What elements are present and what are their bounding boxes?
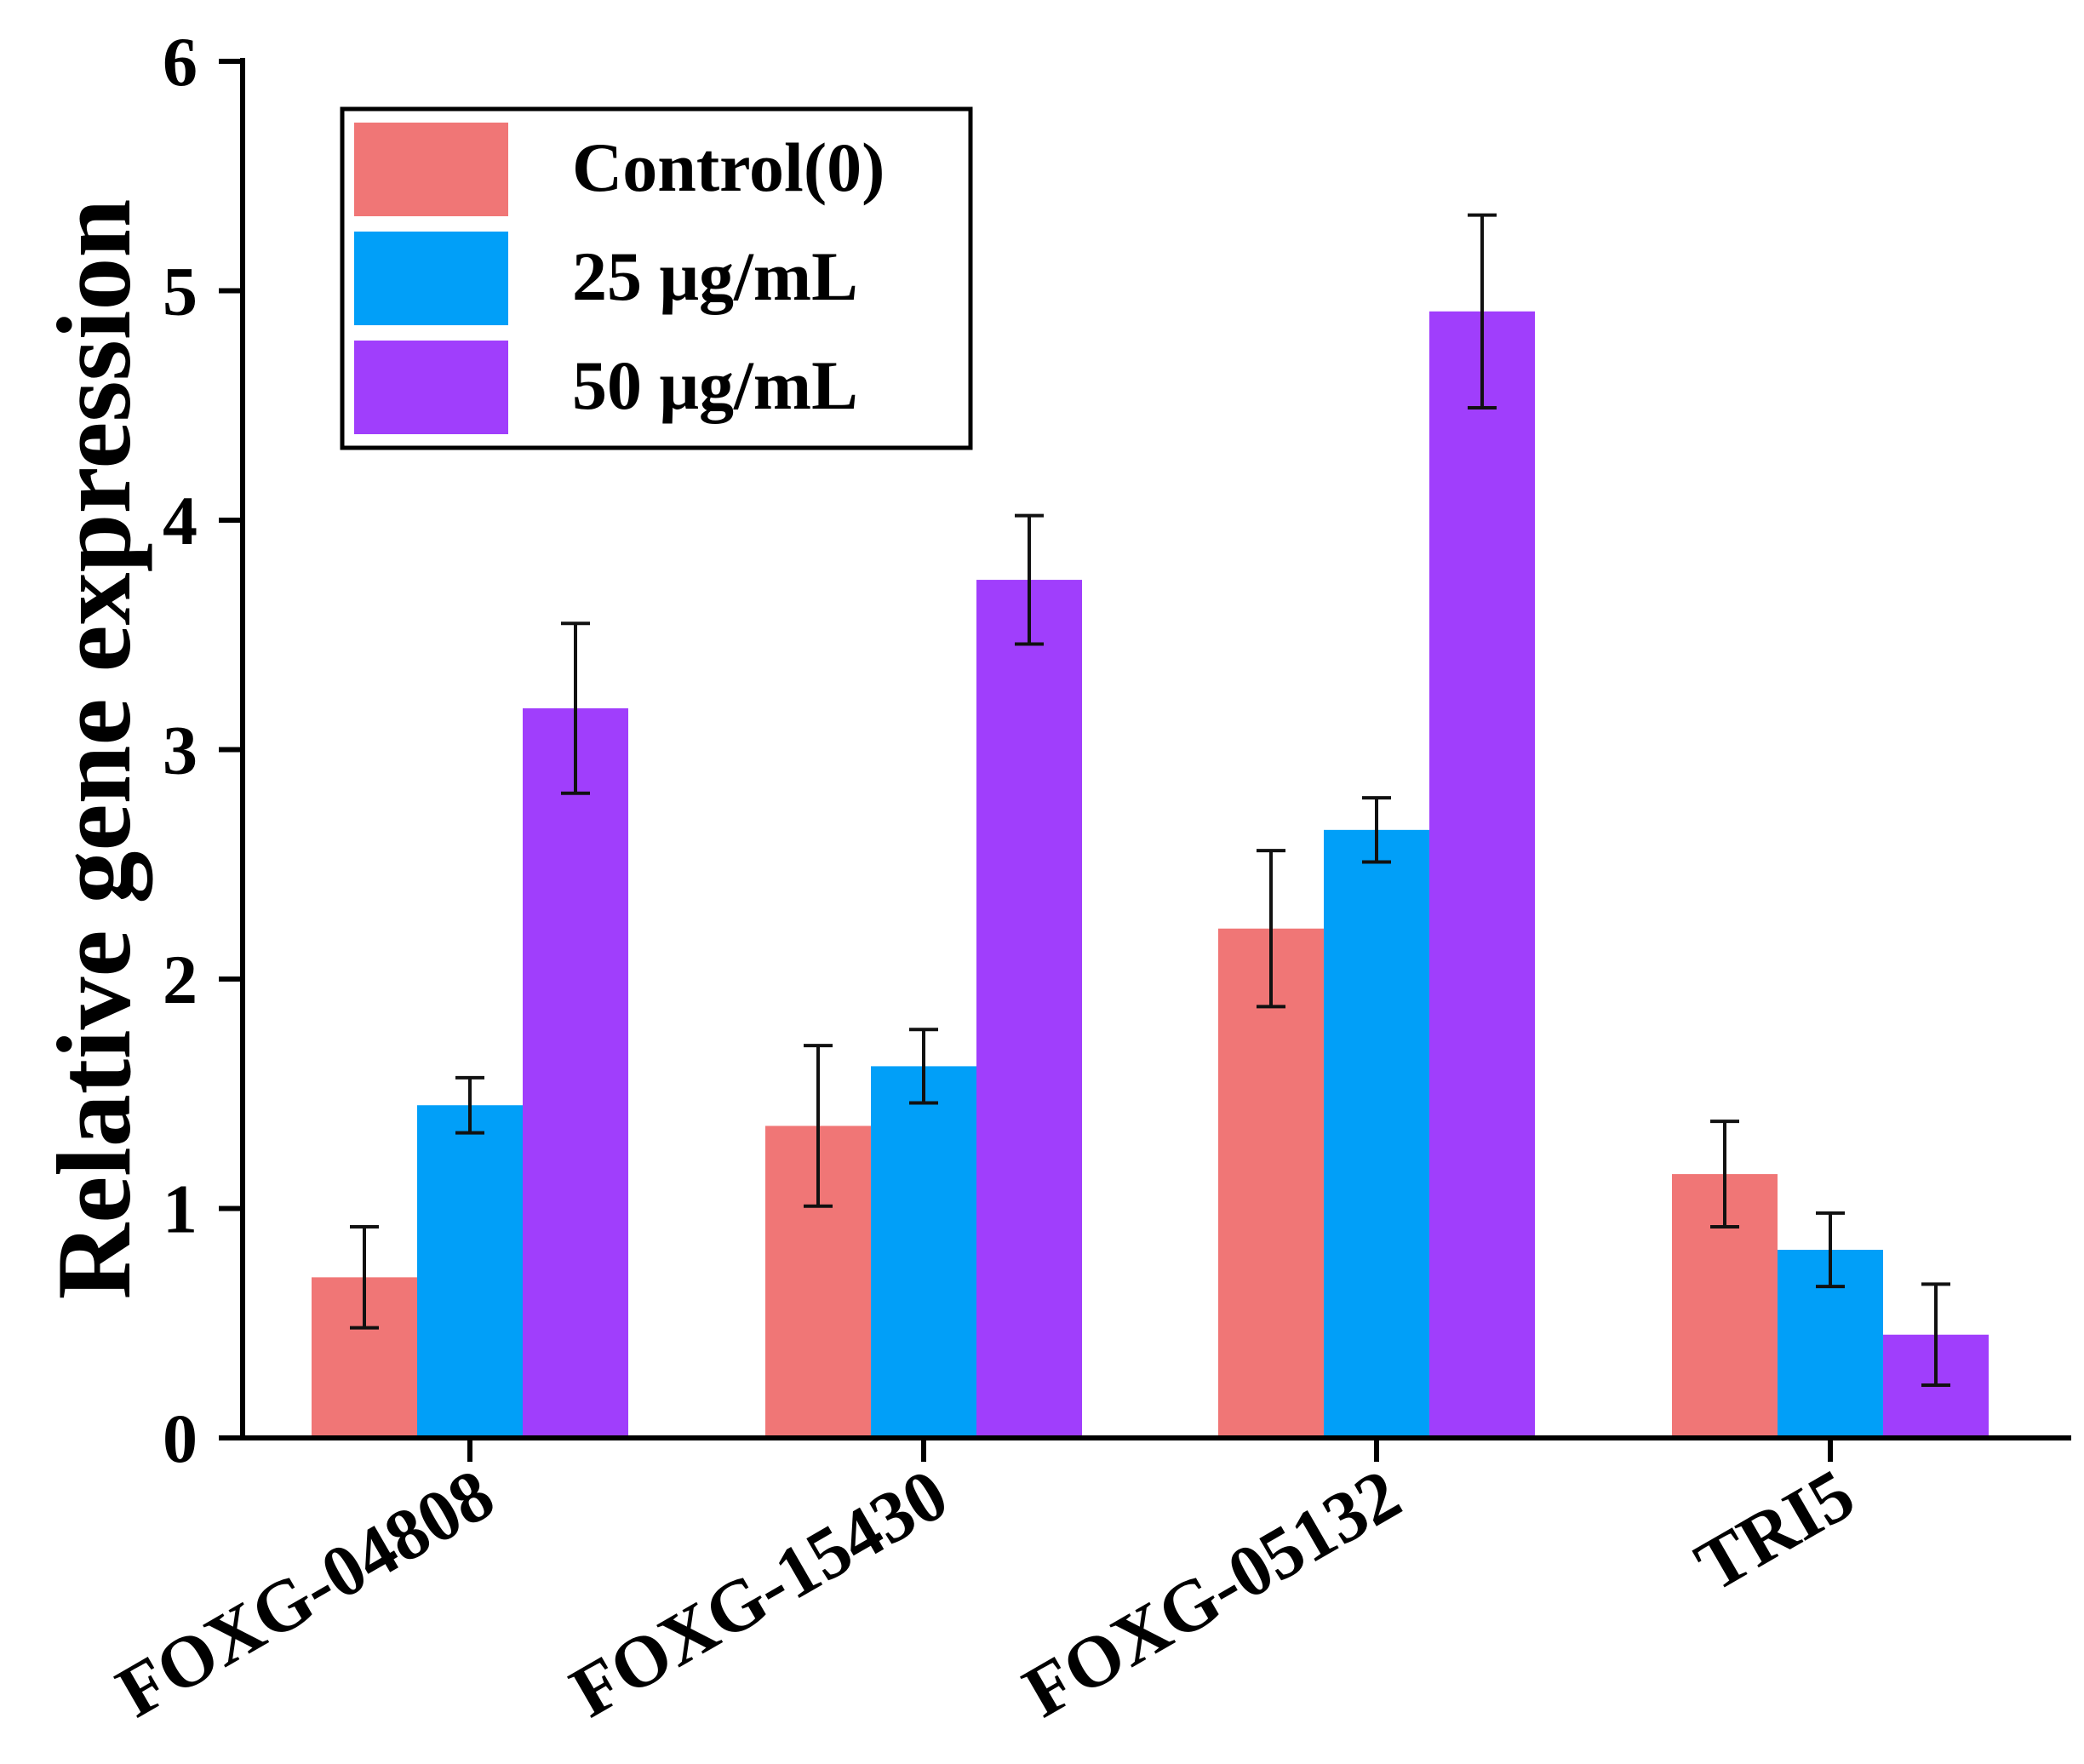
y-axis-label: Relative gene expression [36,199,153,1300]
x-tick-label: FOXG-05132 [1010,1452,1413,1732]
x-tick-label: TRI5 [1682,1452,1868,1606]
bars-layer [312,311,1989,1438]
legend-label: Control(0) [572,129,885,206]
y-tick-label: 5 [163,253,198,330]
x-tick-label: FOXG-04808 [103,1452,507,1732]
x-tick-label: FOXG-15430 [557,1452,960,1732]
bar [871,1066,976,1438]
bar [523,707,628,1438]
x-ticks-layer: FOXG-04808 FOXG-15430 FOXG-05132 TRI5 [103,1438,1868,1732]
legend-items: Control(0) 25 μg/mL 50 μg/mL [354,123,885,434]
legend-swatch [354,232,508,325]
y-ticks-layer: 0 1 2 3 4 5 6 [163,23,243,1477]
y-tick-label: 4 [163,482,198,559]
bar [1324,829,1429,1438]
legend-swatch [354,123,508,216]
y-tick-label: 6 [163,23,198,100]
bar [976,580,1082,1438]
legend-label: 50 μg/mL [572,346,858,424]
bar [417,1105,523,1438]
error-bars-layer [350,213,1950,1388]
y-tick-label: 3 [163,712,198,789]
y-tick-label: 1 [163,1171,198,1248]
legend-swatch [354,341,508,434]
bar [1429,311,1535,1438]
y-tick-label: 0 [163,1400,198,1477]
legend: Control(0) 25 μg/mL 50 μg/mL [340,106,973,450]
legend-label: 25 μg/mL [572,238,858,315]
y-tick-label: 2 [163,941,198,1018]
bar [1218,928,1324,1438]
